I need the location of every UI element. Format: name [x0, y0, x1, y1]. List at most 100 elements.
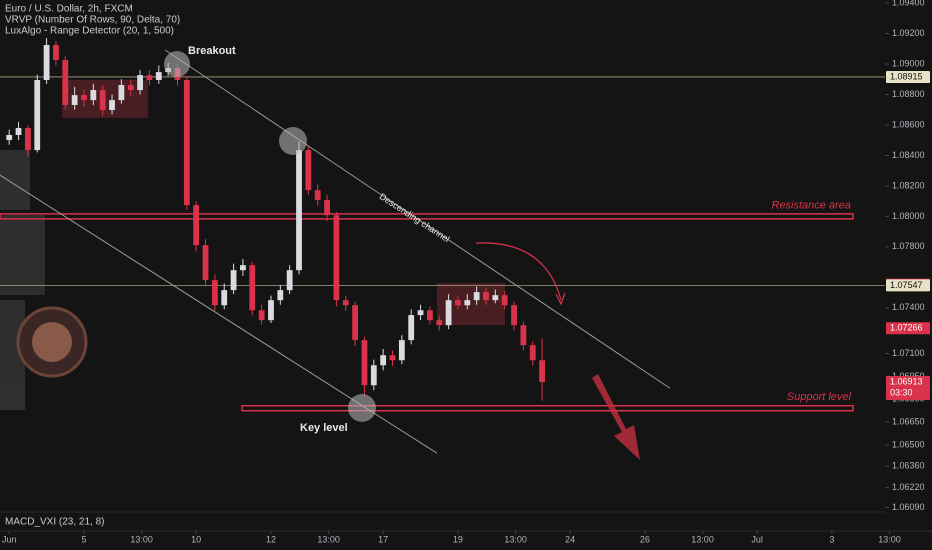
candle-body [408, 315, 415, 341]
candle-body [352, 305, 359, 341]
y-tick-label: 1.06950 [892, 371, 925, 381]
y-tick-label: 1.09400 [892, 0, 925, 7]
x-tick-label: 10 [191, 534, 201, 544]
candle-body [183, 80, 190, 206]
candle-body [202, 245, 209, 281]
countdown: 03:30 [890, 387, 913, 397]
candle-body [492, 295, 499, 301]
x-tick-label: Jul [751, 534, 763, 544]
level-band [0, 213, 854, 220]
highlight-circle [164, 51, 190, 77]
candle-body [501, 295, 508, 306]
indicator-label: LuxAlgo - Range Detector (20, 1, 500) [5, 26, 174, 37]
candle-body [137, 75, 143, 91]
candle-body [398, 340, 405, 361]
y-tick-label: 1.09200 [892, 28, 925, 38]
candle-body [455, 300, 461, 306]
annotation: Key level [300, 422, 348, 434]
highlight-circle [279, 127, 307, 155]
level-label: Resistance area [772, 199, 852, 211]
candle-body [417, 310, 424, 316]
candle-body [71, 95, 78, 105]
candle-body [6, 135, 13, 141]
candle-body [445, 300, 452, 326]
x-tick-label: 13:00 [317, 534, 340, 544]
y-tick-label: 1.07400 [892, 302, 925, 312]
curve-arrow [475, 242, 562, 301]
candle-body [286, 270, 293, 291]
candle-body [268, 300, 274, 321]
candle-body [240, 265, 246, 271]
trendline [164, 49, 671, 389]
candle-body [155, 72, 162, 80]
indicator-label: VRVP (Number Of Rows, 90, Delta, 70) [5, 15, 180, 26]
candle-body [15, 128, 22, 136]
candle-body [24, 128, 31, 151]
candle-body [249, 265, 256, 311]
x-tick-label: 13:00 [691, 534, 714, 544]
price-badge [886, 376, 930, 401]
price-badge-label: 1.07547 [890, 280, 923, 290]
candle-body [464, 300, 471, 306]
y-tick-label: 1.08400 [892, 150, 925, 160]
y-tick-label: 1.06220 [892, 482, 925, 492]
candle-body [230, 270, 237, 291]
candle-body [258, 310, 265, 321]
price-badge-label: 1.07266 [890, 323, 923, 333]
price-badge-label: 1.08915 [890, 71, 923, 81]
x-tick-label: 17 [378, 534, 388, 544]
x-tick-label: 19 [453, 534, 463, 544]
y-tick-label: 1.06360 [892, 461, 925, 471]
candle-body [296, 150, 302, 271]
price-badge [886, 322, 930, 335]
price-badge [886, 70, 930, 83]
candle-body [146, 75, 153, 80]
price-badge-label: 1.06913 [890, 376, 923, 386]
x-tick-label: 12 [266, 534, 276, 544]
candle-body [511, 305, 517, 326]
curve-arrow-head [555, 292, 566, 306]
candle-body [34, 80, 41, 151]
candle-body [436, 320, 443, 326]
x-tick-label: 13:00 [130, 534, 153, 544]
candle-body [380, 355, 387, 366]
candle-body [529, 345, 536, 361]
highlight-circle [348, 394, 376, 422]
y-tick-label: 1.08600 [892, 119, 925, 129]
annotation: Breakout [188, 45, 236, 57]
candle-body [473, 292, 480, 301]
candle-body [127, 85, 134, 91]
y-tick-label: 1.08800 [892, 89, 925, 99]
candle-body [370, 365, 377, 386]
price-badge [886, 279, 930, 292]
y-tick-label: 1.09000 [892, 58, 925, 68]
logo [32, 322, 72, 362]
candle-body [221, 290, 228, 306]
chart-title: Euro / U.S. Dollar, 2h, FXCM [5, 4, 133, 15]
candle-body [305, 150, 312, 191]
candle-body [333, 215, 340, 301]
x-tick-label: 13:00 [504, 534, 527, 544]
candle-body [539, 360, 545, 383]
candle-body [99, 90, 106, 111]
x-tick-label: Jun [2, 534, 17, 544]
y-tick-label: 1.06650 [892, 416, 925, 426]
down-arrow [592, 374, 640, 460]
x-tick-label: 13:00 [878, 534, 901, 544]
y-tick-label: 1.07100 [892, 348, 925, 358]
y-tick-label: 1.06500 [892, 439, 925, 449]
candle-body [43, 44, 50, 80]
candle-body [520, 325, 527, 346]
candle-body [109, 100, 115, 111]
y-tick-label: 1.07800 [892, 241, 925, 251]
x-tick-label: 24 [565, 534, 575, 544]
candle-body [314, 190, 321, 201]
y-tick-label: 1.06090 [892, 502, 925, 512]
y-tick-label: 1.08000 [892, 211, 925, 221]
candle-body [81, 95, 87, 101]
candle-body [483, 292, 489, 301]
candle-body [211, 280, 218, 306]
candle-body [118, 85, 125, 101]
